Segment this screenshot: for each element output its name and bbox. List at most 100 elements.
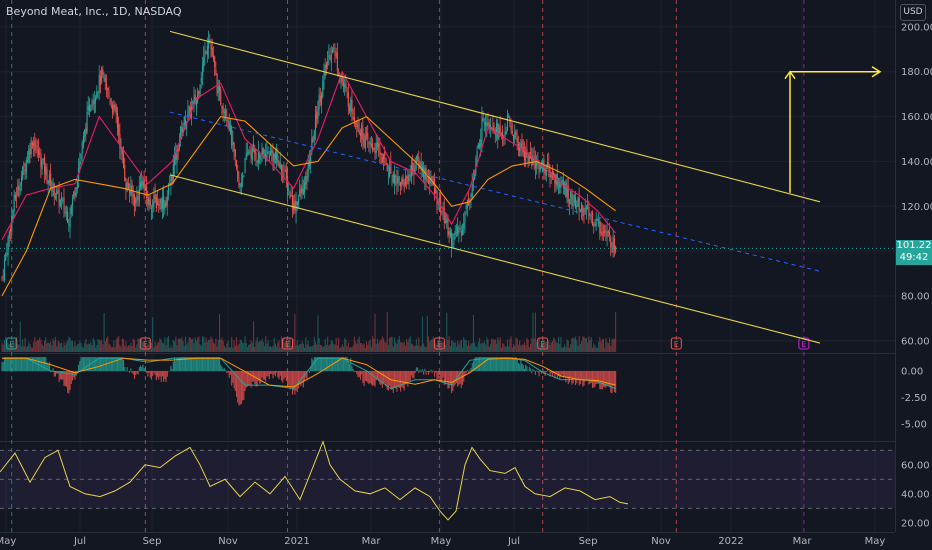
macd-histogram-bar [5,357,7,372]
macd-histogram-bar [243,370,245,400]
candle-body [389,165,391,177]
volume-bar [565,347,567,352]
volume-bar [211,338,213,352]
volume-bar [355,341,357,352]
candle-body [198,91,200,94]
earnings-marker: E [282,337,294,350]
volume-bar [30,347,32,352]
candle-body [471,184,473,198]
candle-body [474,171,476,180]
volume-bar [251,342,253,352]
volume-bar [44,340,46,352]
candle-body [169,182,171,186]
x-tick-label: May [865,536,886,547]
macd-histogram-bar [566,370,568,378]
earnings-marker-box [537,337,549,350]
macd-histogram-bar [175,361,177,372]
macd-histogram-bar [178,357,180,372]
macd-histogram-bar [102,357,104,372]
volume-bar [356,343,358,352]
candle-body [435,188,437,193]
currency-button[interactable]: USD [900,4,926,21]
candle-body [409,175,411,177]
volume-bar [453,342,455,352]
volume-bar [316,344,318,352]
volume-bar [334,344,336,352]
macd-histogram-bar [605,370,607,388]
volume-bar [510,336,512,352]
macd-histogram-bar [27,357,29,372]
volume-bar [68,336,70,352]
earnings-marker-box [282,337,294,350]
volume-bar [201,336,204,352]
volume-bar [318,337,320,352]
candle-body [121,148,123,154]
macd-histogram-bar [574,370,577,386]
candle-body [183,116,185,126]
candle-body [270,149,272,156]
candle-body [268,154,270,159]
macd-histogram-bar [407,370,409,387]
macd-histogram-bar [319,357,321,372]
candle-body [273,154,275,164]
macd-histogram-bar [262,370,264,380]
candle-body [240,182,242,187]
macd-histogram-bar [228,370,230,378]
candle-body [266,151,268,159]
volume-bar [260,341,262,352]
macd-histogram-bar [515,357,517,372]
volume-bar [361,343,363,352]
volume-bar [110,347,112,352]
macd-histogram-bar [251,370,253,382]
candle-body [561,179,563,185]
macd-histogram-bar [98,357,100,372]
volume-bar [98,339,100,352]
candle-body [374,150,376,154]
macd-histogram-bar [539,370,541,373]
macd-histogram-bar [129,370,131,373]
macd-histogram-bar [125,370,127,372]
volume-bar [483,341,485,352]
macd-histogram-bar [594,370,596,388]
volume-bar [449,345,451,352]
candle-body [13,194,15,212]
candle-body [572,203,574,206]
candle-body [604,230,606,233]
macd-histogram-bar [244,370,246,392]
candle-body [42,158,44,161]
candle-body [560,183,562,189]
volume-bar [67,340,69,352]
candle-body [591,212,594,226]
candle-body [129,190,131,193]
macd-histogram-bar [204,357,206,372]
volume-bar [209,339,211,352]
macd-histogram-bar [584,370,586,382]
candle-body [313,130,315,140]
macd-histogram-bar [379,370,381,385]
macd-histogram-bar [527,370,529,372]
macd-histogram-bar [148,370,150,373]
volume-bar [342,346,345,352]
volume-bar [194,337,196,352]
candle-body [297,197,300,204]
macd-histogram-bar [590,370,592,384]
candle-body [200,77,202,83]
macd-histogram-bar [376,370,379,380]
candle-body [312,138,314,143]
candle-body [115,105,117,115]
volume-bar [63,341,65,352]
y-tick-label: 160.00 [901,112,932,123]
candle-body [506,114,509,131]
candle-body [81,142,83,154]
candle-body [357,124,359,132]
macd-histogram-bar [237,370,239,403]
candle-body [67,211,69,224]
macd-histogram-bar [434,370,436,377]
candle-body [132,194,134,198]
candle-body [136,196,138,201]
candle-body [483,122,485,125]
candle-body [174,154,176,166]
candle-body [363,139,365,146]
candle-body [70,204,72,215]
